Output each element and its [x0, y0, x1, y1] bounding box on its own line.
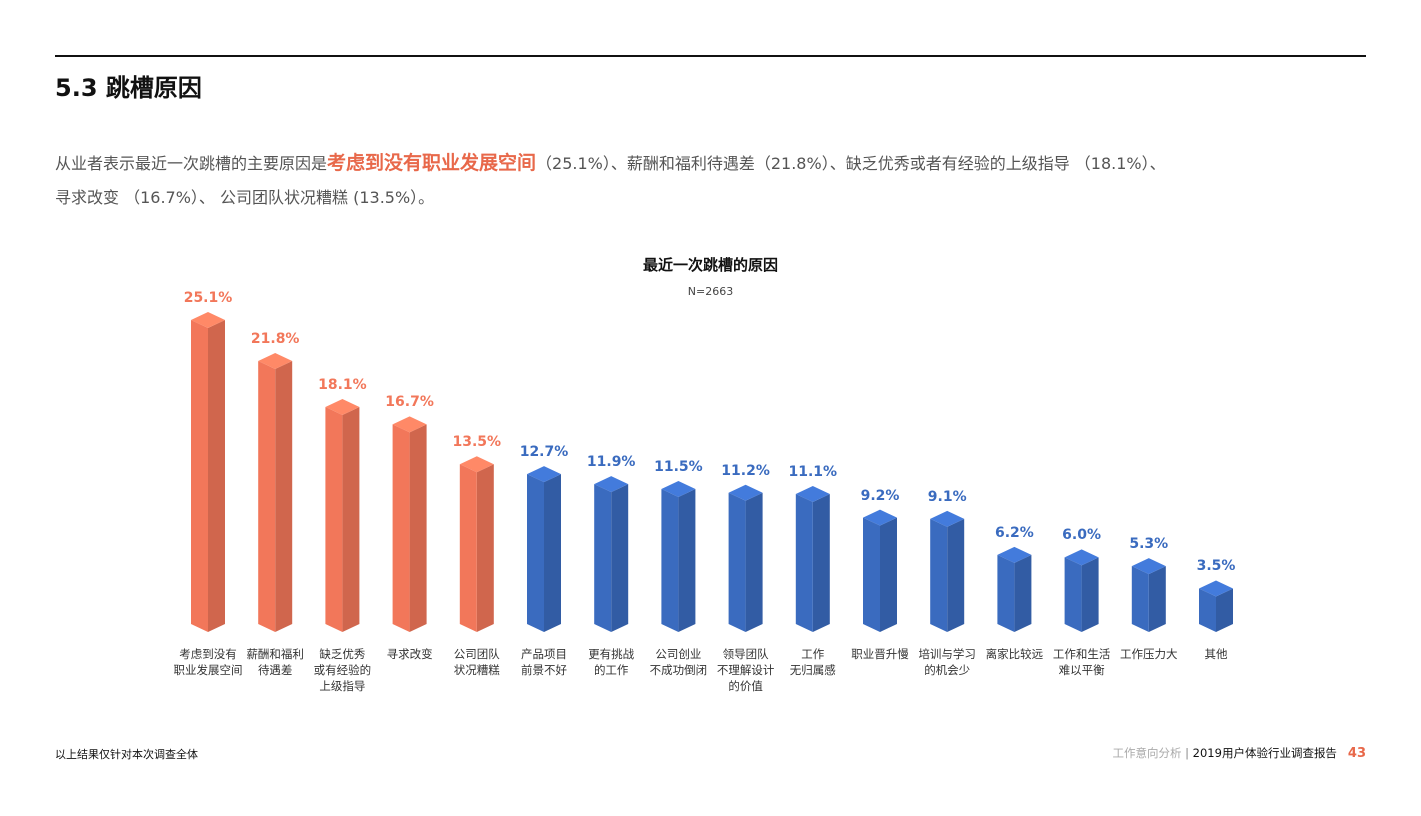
bar	[1064, 557, 1082, 632]
bar	[661, 489, 679, 632]
bar-side	[342, 407, 360, 632]
value-label: 11.1%	[788, 464, 838, 481]
bar	[325, 407, 343, 632]
summary-text: 从业者表示最近一次跳槽的主要原因是	[55, 154, 328, 173]
bar-side	[1081, 557, 1099, 632]
bar	[191, 320, 208, 632]
x-tick-label: 公司创业 不成功倒闭	[649, 647, 708, 677]
value-label: 6.2%	[994, 524, 1034, 541]
footer-note: 以上结果仅针对本次调查全体	[55, 748, 198, 761]
x-tick-label: 离家比较远	[985, 647, 1044, 661]
bar	[1199, 588, 1216, 632]
bar-side	[611, 484, 629, 632]
footer-section: 工作意向分析	[1112, 746, 1182, 760]
bar-side	[947, 518, 965, 632]
value-label: 13.5%	[452, 434, 502, 451]
bar	[930, 518, 948, 632]
bar	[527, 474, 544, 632]
value-label: 12.7%	[519, 444, 569, 461]
x-tick-label: 寻求改变	[386, 647, 433, 661]
bar-side	[880, 517, 897, 632]
bar-side	[1216, 588, 1233, 632]
value-label: 11.5%	[654, 459, 703, 476]
value-label: 9.1%	[927, 488, 967, 505]
bar-side	[1148, 566, 1166, 632]
summary-text: （25.1%）、薪酬和福利待遇差（21.8%）、缺乏优秀或者有经验的上级指导 （…	[536, 154, 1166, 173]
value-label: 11.2%	[721, 462, 770, 479]
bar-side	[409, 424, 427, 632]
header-rule	[55, 55, 1366, 57]
bar-side	[745, 492, 763, 632]
value-label: 16.7%	[385, 394, 434, 411]
value-label: 5.3%	[1129, 536, 1169, 553]
x-tick-label: 产品项目 前景不好	[521, 647, 567, 677]
summary-line: 从业者表示最近一次跳槽的主要原因是考虑到没有职业发展空间（25.1%）、薪酬和福…	[55, 148, 1166, 175]
bar-side	[275, 361, 293, 632]
x-tick-label: 其他	[1204, 647, 1228, 661]
bar-side	[1014, 554, 1032, 632]
bar	[863, 517, 880, 632]
value-label: 3.5%	[1196, 558, 1236, 575]
bar-side	[476, 464, 494, 632]
chart-subtitle: N=2663	[687, 285, 734, 298]
x-tick-label: 培训与学习 的机会少	[918, 647, 976, 677]
page-number: 43	[1347, 746, 1366, 761]
footer-report: 2019用户体验行业调查报告	[1192, 746, 1337, 760]
footer-separator: |	[1185, 746, 1190, 760]
x-tick-label: 工作压力大	[1120, 647, 1178, 661]
bar	[594, 484, 612, 632]
bar	[459, 464, 477, 632]
chart-title: 最近一次跳槽的原因	[642, 256, 778, 274]
bar	[728, 492, 746, 632]
x-tick-label: 考虑到没有 职业发展空间	[173, 647, 243, 677]
value-label: 11.9%	[586, 454, 636, 471]
x-tick-label: 缺乏优秀 或有经验的 上级指导	[313, 647, 372, 693]
x-tick-label: 更有挑战 的工作	[588, 647, 635, 677]
bar	[392, 424, 410, 632]
x-tick-label: 工作和生活 难以平衡	[1052, 647, 1111, 677]
x-tick-label: 薪酬和福利 待遇差	[246, 647, 304, 677]
summary-highlight: 考虑到没有职业发展空间	[327, 152, 537, 174]
page-title: 5.3 跳槽原因	[55, 74, 202, 102]
value-label: 6.0%	[1062, 527, 1101, 544]
x-tick-label: 职业晋升慢	[851, 647, 909, 661]
x-tick-label: 公司团队 状况糟糕	[453, 647, 500, 677]
value-label: 9.2%	[860, 487, 900, 504]
x-tick-label: 工作 无归属感	[789, 647, 836, 677]
bar	[997, 554, 1015, 632]
value-label: 18.1%	[318, 377, 367, 393]
bar-side	[812, 494, 830, 632]
value-label: 21.8%	[250, 331, 300, 348]
footer-right: 工作意向分析 | 2019用户体验行业调查报告 43	[1112, 745, 1366, 761]
bar-side	[544, 474, 561, 632]
bar	[258, 361, 276, 632]
bar	[795, 494, 813, 632]
bar-side	[678, 489, 696, 632]
summary-text: 寻求改变 （16.7%）、 公司团队状况糟糕 (13.5%）。	[55, 188, 435, 207]
bar-side	[208, 320, 225, 632]
value-label: 25.1%	[183, 290, 233, 306]
x-tick-label: 领导团队 不理解设计 的价值	[716, 647, 775, 693]
bar	[1131, 566, 1149, 632]
